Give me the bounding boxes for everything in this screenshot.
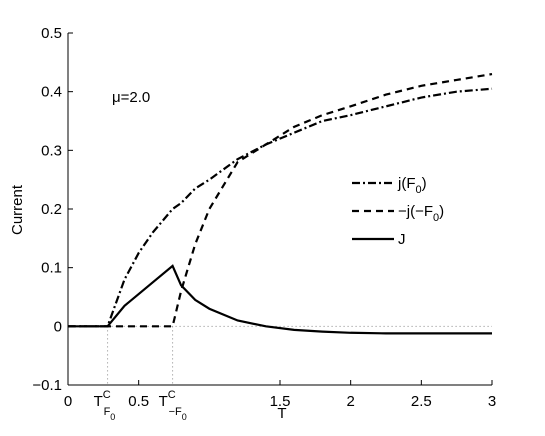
x-tick-label: 2.5 xyxy=(411,393,432,410)
y-tick-label: 0 xyxy=(54,318,62,335)
y-tick-label: −0.1 xyxy=(32,377,62,394)
y-tick-label: 0.4 xyxy=(41,84,62,101)
series-line xyxy=(68,87,493,328)
legend-label: −j(−F0) xyxy=(398,203,444,224)
critical-label: TC −F0 xyxy=(159,389,187,422)
y-tick-label: 0.5 xyxy=(41,25,62,42)
critical-sub: F xyxy=(104,406,111,418)
series-line xyxy=(68,72,493,328)
annotation: μ=2.0 xyxy=(112,89,150,106)
critical-sub: −F xyxy=(169,406,182,418)
y-tick-label: 0.2 xyxy=(41,201,62,218)
critical-subsub: 0 xyxy=(110,412,115,422)
legend-label: J xyxy=(398,231,406,248)
y-axis-label: Current xyxy=(9,184,26,235)
critical-base: T xyxy=(159,393,168,410)
critical-sup: C xyxy=(103,389,111,401)
critical-label: TC F0 xyxy=(94,389,116,422)
x-tick-label: 0 xyxy=(64,393,72,410)
critical-subsub: 0 xyxy=(182,412,187,422)
x-tick-label: 3 xyxy=(488,393,496,410)
series-line xyxy=(68,264,492,335)
x-tick-label: 1.5 xyxy=(270,393,291,410)
x-tick-label: 0.5 xyxy=(128,393,149,410)
x-tick-label: 2 xyxy=(346,393,354,410)
critical-base: T xyxy=(94,393,103,410)
y-tick-label: 0.1 xyxy=(41,260,62,277)
y-tick-label: 0.3 xyxy=(41,142,62,159)
legend-label: j(F0) xyxy=(397,175,427,196)
critical-sup: C xyxy=(168,389,176,401)
x-axis-label: T xyxy=(277,405,286,422)
